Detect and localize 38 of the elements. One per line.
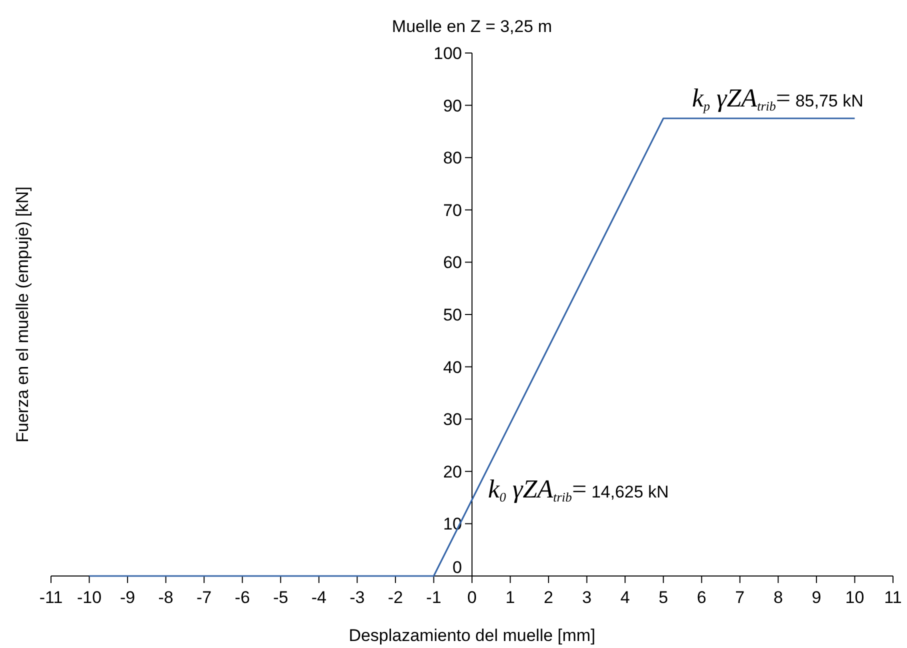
y-tick-label: 80: [443, 148, 462, 168]
x-tick-label: -7: [196, 588, 212, 607]
x-tick-label: 9: [812, 588, 822, 607]
y-axis-title: Fuerza en el muelle (empuje) [kN]: [13, 186, 32, 443]
x-tick-label: -6: [234, 588, 250, 607]
x-axis-title: Desplazamiento del muelle [mm]: [348, 626, 596, 645]
annotation: k$_{0}$ γZA$_{trib}$= 14,625 kN: [488, 474, 669, 504]
x-tick-label: 7: [735, 588, 745, 607]
x-tick-label: 8: [773, 588, 783, 607]
x-tick-label: -11: [39, 588, 63, 607]
x-tick-label: 3: [582, 588, 592, 607]
x-tick-label: -1: [426, 588, 442, 607]
x-tick-label: 0: [467, 588, 477, 607]
x-tick-label: -3: [350, 588, 365, 607]
x-tick-label: 11: [884, 588, 902, 607]
chart-title: Muelle en Z = 3,25 m: [392, 17, 552, 36]
x-tick-label: -9: [120, 588, 136, 607]
x-tick-label: 5: [658, 588, 668, 607]
x-tick-label: -10: [76, 588, 102, 607]
x-tick-label: 4: [620, 588, 630, 607]
x-tick-label: 2: [544, 588, 554, 607]
y-tick-label: 30: [443, 410, 462, 430]
x-tick-label: 10: [845, 588, 864, 607]
y-tick-label: 70: [443, 200, 462, 220]
y-tick-label: 40: [443, 358, 462, 377]
y-tick-label: 90: [443, 96, 462, 116]
x-tick-label: 6: [696, 588, 706, 607]
annotation: k$_{p}$ γZA$_{trib}$= 85,75 kN: [692, 83, 864, 114]
x-tick-label: -8: [158, 588, 174, 607]
y-tick-label: 100: [434, 44, 462, 63]
x-tick-label: 1: [506, 588, 516, 607]
y-tick-label: 60: [443, 253, 462, 272]
x-tick-label: -4: [311, 588, 326, 607]
y-tick-label: 0: [452, 558, 462, 577]
y-tick-label: 50: [443, 306, 462, 324]
x-tick-label: -5: [273, 588, 288, 607]
x-tick-label: -2: [388, 588, 404, 607]
y-tick-label: 20: [443, 462, 462, 482]
